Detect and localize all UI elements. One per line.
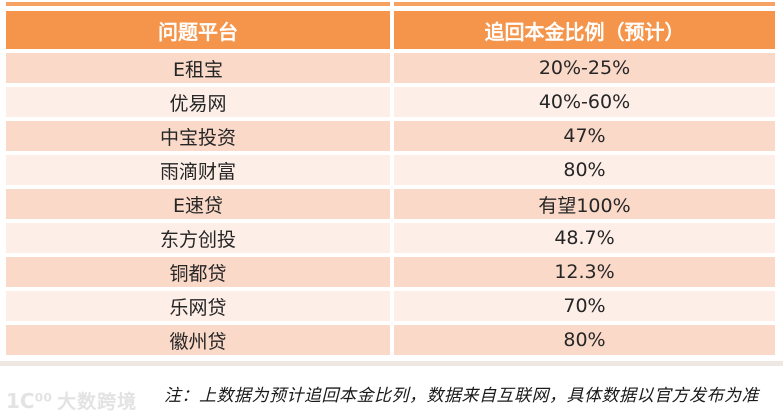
platform-cell: E租宝 bbox=[6, 53, 390, 83]
table-row: E速贷 有望100% bbox=[6, 189, 775, 219]
ratio-cell: 70% bbox=[394, 291, 775, 321]
table-bottom-sliver bbox=[0, 361, 783, 366]
ratio-cell: 12.3% bbox=[394, 257, 775, 287]
table-header-row: 问题平台 追回本金比例（预计） bbox=[6, 11, 775, 49]
table-row: 东方创投 48.7% bbox=[6, 223, 775, 253]
watermark-text: 大数跨境 bbox=[57, 391, 138, 413]
ratio-cell: 20%-25% bbox=[394, 53, 775, 83]
ratio-cell: 40%-60% bbox=[394, 87, 775, 117]
header-platform: 问题平台 bbox=[6, 11, 390, 49]
platform-cell: 乐网贷 bbox=[6, 291, 390, 321]
platform-cell: 优易网 bbox=[6, 87, 390, 117]
table-row: E租宝 20%-25% bbox=[6, 53, 775, 83]
platform-cell: 东方创投 bbox=[6, 223, 390, 253]
table-row: 雨滴财富 80% bbox=[6, 155, 775, 185]
table-top-sliver-left bbox=[6, 2, 390, 6]
ratio-cell: 47% bbox=[394, 121, 775, 151]
platform-cell: 徽州贷 bbox=[6, 325, 390, 355]
table-top-sliver bbox=[6, 2, 775, 6]
platform-cell: 铜都贷 bbox=[6, 257, 390, 287]
table-row: 中宝投资 47% bbox=[6, 121, 775, 151]
ratio-cell: 48.7% bbox=[394, 223, 775, 253]
table-top-sliver-right bbox=[394, 2, 775, 6]
table-row: 铜都贷 12.3% bbox=[6, 257, 775, 287]
table-row: 优易网 40%-60% bbox=[6, 87, 775, 117]
header-recovery-ratio: 追回本金比例（预计） bbox=[394, 11, 775, 49]
ratio-cell: 80% bbox=[394, 155, 775, 185]
platform-cell: 雨滴财富 bbox=[6, 155, 390, 185]
platform-cell: E速贷 bbox=[6, 189, 390, 219]
platform-cell: 中宝投资 bbox=[6, 121, 390, 151]
watermark: 1C⁰⁰ 大数跨境 bbox=[6, 387, 137, 414]
ratio-cell: 80% bbox=[394, 325, 775, 355]
table-row: 徽州贷 80% bbox=[6, 325, 775, 355]
watermark-logo-icon: 1C⁰⁰ bbox=[6, 388, 53, 413]
table-row: 乐网贷 70% bbox=[6, 291, 775, 321]
recovery-ratio-table: 问题平台 追回本金比例（预计） E租宝 20%-25% 优易网 40%-60% 中宝投资… bbox=[6, 2, 775, 359]
table-body: E租宝 20%-25% 优易网 40%-60% 中宝投资 47% 雨滴财富 80% E速贷 有望1… bbox=[6, 53, 775, 355]
ratio-cell: 有望100% bbox=[394, 189, 775, 219]
footnote: 注：上数据为预计追回本金比列，数据来自互联网，具体数据以官方发布为准 bbox=[164, 386, 759, 406]
